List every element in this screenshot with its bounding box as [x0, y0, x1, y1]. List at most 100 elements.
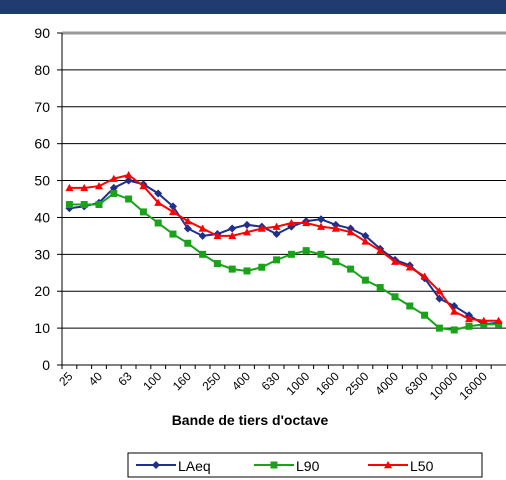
marker — [421, 311, 429, 319]
marker — [139, 182, 148, 190]
marker — [376, 284, 384, 292]
marker — [198, 231, 207, 240]
marker — [317, 215, 325, 224]
y-tick-label: 20 — [34, 283, 50, 299]
x-tick-label: 40 — [86, 369, 106, 389]
marker — [95, 182, 103, 190]
series-line — [69, 179, 499, 326]
marker — [384, 461, 392, 469]
marker — [495, 320, 503, 328]
legend — [127, 452, 483, 478]
marker — [317, 250, 325, 258]
marker — [109, 183, 118, 192]
marker — [228, 231, 237, 240]
legend-label: L90 — [296, 458, 320, 474]
marker — [257, 224, 266, 232]
marker — [154, 219, 162, 227]
marker — [361, 231, 370, 240]
marker — [287, 218, 296, 227]
marker — [480, 320, 488, 328]
x-tick-label: 1000 — [284, 369, 313, 398]
marker — [109, 174, 118, 182]
marker — [494, 316, 503, 324]
y-tick-label: 70 — [34, 99, 50, 115]
marker — [273, 256, 281, 264]
marker — [169, 230, 177, 238]
x-tick-label: 1600 — [313, 369, 342, 398]
x-tick-label: 400 — [229, 369, 253, 393]
y-tick-label: 50 — [34, 173, 50, 189]
x-tick-label: 2500 — [343, 369, 372, 398]
y-tick-label: 90 — [34, 25, 50, 41]
marker — [302, 247, 310, 255]
marker — [450, 326, 458, 334]
marker — [391, 293, 399, 301]
marker — [198, 224, 207, 232]
marker — [139, 208, 147, 216]
legend-label: L50 — [410, 458, 434, 474]
marker — [332, 258, 340, 266]
marker — [228, 265, 236, 273]
x-tick-label: 16000 — [456, 369, 490, 403]
marker — [124, 176, 133, 185]
marker — [346, 228, 355, 236]
marker — [317, 222, 325, 230]
series-line — [69, 173, 499, 322]
marker — [95, 201, 103, 209]
marker — [450, 307, 459, 315]
marker — [169, 202, 177, 211]
x-tick-label: 63 — [115, 369, 135, 389]
x-tick-label: 25 — [56, 369, 76, 389]
marker — [435, 287, 444, 295]
marker — [435, 294, 444, 303]
marker — [331, 224, 340, 232]
marker — [243, 267, 251, 275]
marker — [110, 189, 118, 197]
marker — [183, 224, 192, 233]
x-tick-label: 4000 — [372, 369, 401, 398]
marker — [65, 183, 74, 192]
marker — [228, 224, 237, 233]
marker — [243, 228, 251, 236]
marker — [213, 260, 221, 268]
series-line — [69, 192, 499, 331]
marker — [258, 263, 266, 271]
marker — [405, 263, 414, 271]
marker — [80, 183, 89, 192]
marker — [302, 218, 311, 227]
y-tick-label: 60 — [34, 136, 50, 152]
x-tick-label: 630 — [259, 369, 283, 393]
legend-label: LAeq — [178, 458, 211, 474]
marker — [347, 265, 355, 273]
marker — [287, 250, 295, 258]
marker — [213, 231, 222, 240]
marker — [183, 217, 192, 225]
x-tick-label: 100 — [140, 369, 164, 393]
marker — [125, 195, 133, 203]
marker — [361, 276, 369, 284]
marker — [154, 189, 163, 198]
y-tick-label: 40 — [34, 209, 50, 225]
x-tick-label: 160 — [170, 369, 194, 393]
marker — [272, 230, 281, 239]
marker — [152, 461, 160, 469]
marker — [465, 314, 473, 323]
marker — [272, 222, 281, 230]
marker — [479, 316, 488, 324]
marker — [65, 201, 73, 209]
marker — [270, 461, 278, 469]
marker — [391, 257, 399, 265]
marker — [184, 239, 192, 247]
header-bar — [0, 0, 506, 14]
marker — [169, 207, 177, 216]
x-tick-label: 10000 — [427, 369, 461, 403]
marker — [435, 324, 443, 332]
y-tick-label: 10 — [34, 320, 50, 336]
marker — [243, 220, 251, 229]
marker — [199, 250, 207, 258]
marker — [80, 201, 88, 209]
y-tick-label: 80 — [34, 62, 50, 78]
x-tick-label: 250 — [199, 369, 223, 393]
y-tick-label: 0 — [42, 357, 50, 373]
